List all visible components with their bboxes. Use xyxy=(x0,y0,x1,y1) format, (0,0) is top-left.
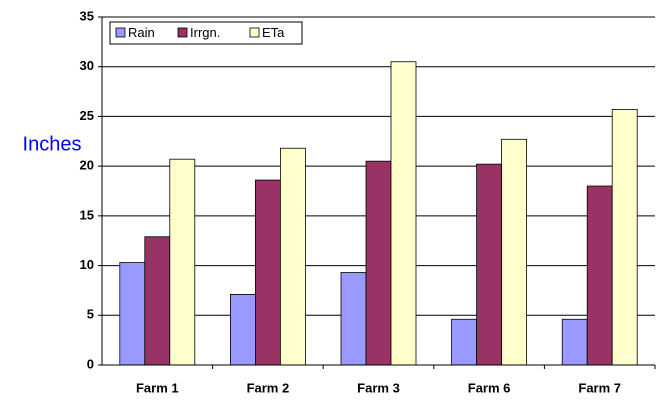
legend-swatch xyxy=(115,27,126,38)
bar xyxy=(586,185,613,366)
y-tick-label: 10 xyxy=(80,257,94,272)
bar xyxy=(340,272,367,366)
bar xyxy=(144,236,171,366)
legend-swatch xyxy=(177,27,188,38)
y-axis-label: Inches xyxy=(23,133,82,155)
x-tick-label: Farm 6 xyxy=(468,380,511,395)
x-tick-label: Farm 1 xyxy=(136,380,179,395)
x-tick-label: Farm 2 xyxy=(247,380,290,395)
bar xyxy=(476,163,503,366)
y-tick-label: 20 xyxy=(80,158,94,173)
bar xyxy=(254,179,281,366)
x-tick-label: Farm 7 xyxy=(578,380,621,395)
bar xyxy=(229,294,256,366)
y-tick-label: 15 xyxy=(80,207,94,222)
bar xyxy=(169,158,196,366)
bar xyxy=(365,160,392,366)
bar xyxy=(119,262,146,366)
bar xyxy=(501,138,528,366)
bar xyxy=(390,61,417,366)
bar xyxy=(561,318,588,366)
legend-label: ETa xyxy=(262,25,285,40)
bar xyxy=(279,147,306,366)
y-tick-label: 0 xyxy=(87,356,94,371)
legend-label: Irrgn. xyxy=(190,25,220,40)
y-tick-label: 25 xyxy=(80,108,94,123)
y-tick-label: 30 xyxy=(80,58,94,73)
legend-box xyxy=(109,21,303,45)
y-tick-label: 5 xyxy=(87,307,94,322)
bar xyxy=(451,318,478,366)
bar xyxy=(611,109,638,366)
legend-label: Rain xyxy=(128,25,155,40)
legend-swatch xyxy=(249,27,260,38)
y-tick-label: 35 xyxy=(80,8,94,23)
x-tick-label: Farm 3 xyxy=(357,380,400,395)
